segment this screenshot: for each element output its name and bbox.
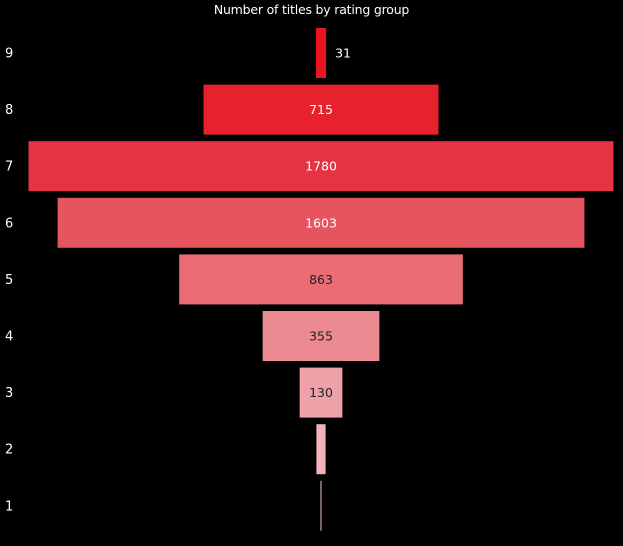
- category-label-1: 1: [5, 499, 13, 514]
- category-label-5: 5: [5, 273, 13, 288]
- funnel-bar-5[interactable]: [179, 254, 463, 305]
- funnel-bar-4[interactable]: [262, 311, 380, 361]
- category-label-2: 2: [5, 443, 13, 458]
- category-label-8: 8: [5, 103, 13, 118]
- funnel-bar-3[interactable]: [299, 367, 343, 418]
- value-label-6: 1603: [305, 215, 337, 230]
- funnel-bar-2[interactable]: [316, 424, 326, 475]
- category-label-6: 6: [5, 216, 13, 231]
- category-label-4: 4: [5, 330, 13, 345]
- funnel-bar-1[interactable]: [320, 480, 322, 531]
- value-label-9: 31: [335, 46, 351, 61]
- funnel-bar-6[interactable]: [57, 197, 585, 248]
- funnel-bar-9[interactable]: [315, 28, 327, 78]
- funnel-bar-8[interactable]: [203, 84, 439, 135]
- value-label-4: 355: [309, 329, 333, 344]
- chart-title: Number of titles by rating group: [213, 2, 410, 17]
- value-label-8: 715: [309, 102, 333, 117]
- category-label-3: 3: [5, 386, 13, 401]
- category-label-7: 7: [5, 160, 13, 175]
- funnel-bar-7[interactable]: [28, 141, 614, 192]
- category-label-9: 9: [5, 47, 13, 62]
- value-label-7: 1780: [305, 159, 337, 174]
- value-label-5: 863: [309, 272, 333, 287]
- value-label-3: 130: [309, 385, 333, 400]
